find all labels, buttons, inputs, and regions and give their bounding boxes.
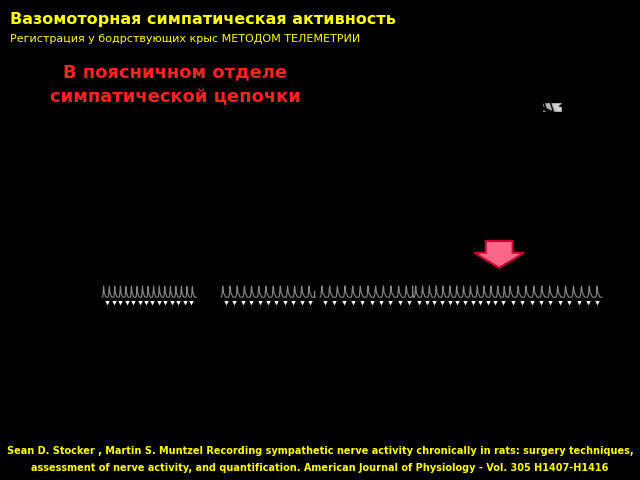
Text: 3μV: 3μV — [615, 412, 633, 421]
Text: ABP
(mmHg): ABP (mmHg) — [9, 290, 49, 312]
Text: Day 33: Day 33 — [541, 267, 584, 277]
Text: A: A — [402, 22, 412, 35]
Text: Lumbar
Nerve: Lumbar Nerve — [564, 70, 613, 107]
Text: assessment of nerve activity, and quantification. American Journal of Physiology: assessment of nerve activity, and quanti… — [31, 463, 609, 473]
Text: Silicone casing
(to telemetry unit): Silicone casing (to telemetry unit) — [506, 224, 596, 254]
Text: 6-O silk: 6-O silk — [506, 129, 541, 149]
Text: HR 331: HR 331 — [257, 276, 293, 286]
Text: Day 15: Day 15 — [353, 267, 396, 277]
Text: Регистрация у бодрствующих крыс МЕТОДОМ ТЕЛЕМЕТРИИ: Регистрация у бодрствующих крыс МЕТОДОМ … — [10, 34, 360, 44]
Bar — [541, 102, 562, 112]
Text: Day 2: Day 2 — [139, 267, 174, 277]
Text: Day 6: Day 6 — [258, 267, 293, 277]
Text: Bipolar Leads: Bipolar Leads — [559, 93, 637, 107]
Text: Sean D. Stocker , Martin S. Muntzel Recording sympathetic nerve activity chronic: Sean D. Stocker , Martin S. Muntzel Reco… — [6, 445, 634, 456]
Text: 140: 140 — [82, 282, 99, 291]
Text: HR 310: HR 310 — [356, 276, 392, 286]
Text: 10μV: 10μV — [615, 336, 638, 346]
Text: 80: 80 — [88, 299, 99, 308]
Text: ∫ Lumbar SNA
μV•10ms: ∫ Lumbar SNA μV•10ms — [7, 400, 76, 422]
Text: HR 300: HR 300 — [545, 276, 580, 286]
Text: Abdominal
aorta: Abdominal aorta — [399, 95, 458, 130]
Text: Вазомоторная симпатическая активность: Вазомоторная симпатическая активность — [10, 12, 396, 27]
FancyArrow shape — [474, 241, 524, 268]
Text: Day 25: Day 25 — [447, 267, 490, 277]
Text: В поясничном отделе
симпатической цепочки: В поясничном отделе симпатической цепочк… — [49, 63, 300, 107]
Text: Vena
cava: Vena cava — [501, 5, 535, 47]
Text: Raw Lumbar
SNA: Raw Lumbar SNA — [9, 337, 70, 359]
Text: HR 348: HR 348 — [451, 276, 486, 286]
Text: 0.2s: 0.2s — [563, 424, 581, 433]
Text: HR 428: HR 428 — [139, 276, 175, 286]
